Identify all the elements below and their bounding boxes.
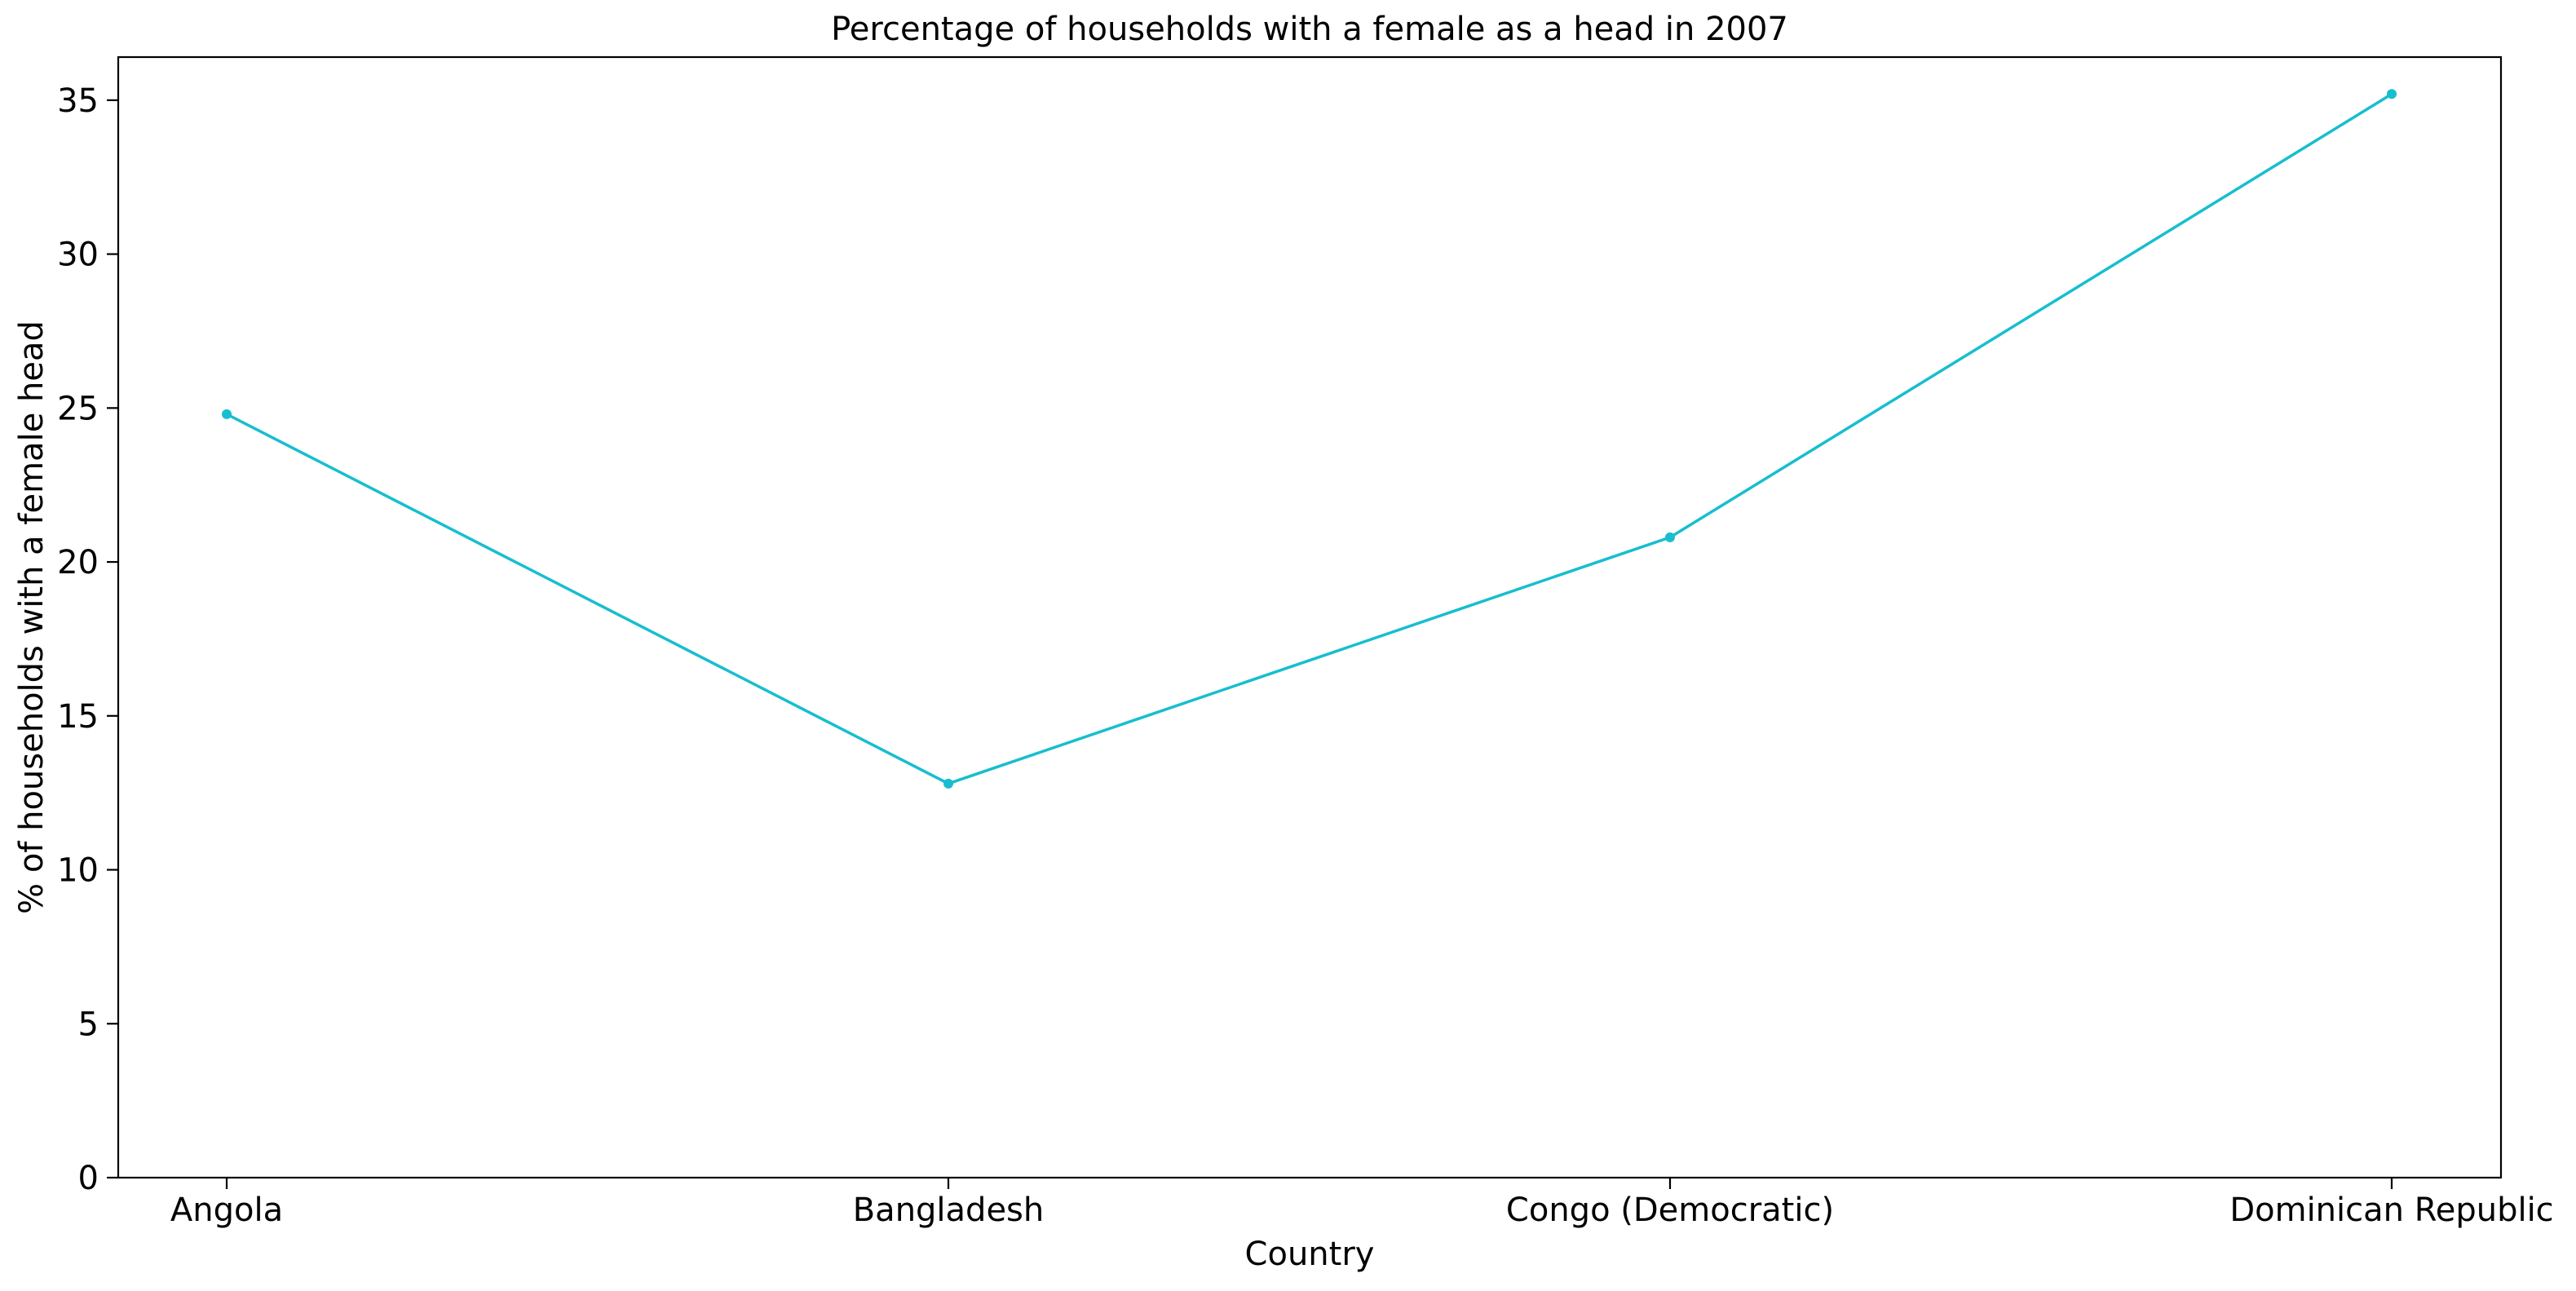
y-tick-label: 0 (78, 1160, 99, 1197)
y-tick-label: 20 (57, 544, 99, 581)
y-axis-label: % of households with a female head (13, 321, 51, 914)
plot-frame (117, 55, 2503, 1179)
x-axis: Angola Bangladesh Congo (Democratic) Domini… (170, 1178, 2554, 1229)
y-tick-label: 35 (57, 82, 99, 120)
x-axis-label: Country (1245, 1236, 1375, 1273)
data-point (2387, 89, 2397, 99)
x-tick-label: Congo (Democratic) (1506, 1192, 1834, 1229)
x-tick-label: Dominican Republic (2229, 1192, 2553, 1229)
series-line (226, 92, 2393, 785)
y-tick-label: 10 (57, 852, 99, 890)
series-group (222, 89, 2397, 789)
chart-title: Percentage of households with a female a… (831, 11, 1788, 48)
data-point (1665, 532, 1675, 542)
x-tick-label: Bangladesh (853, 1192, 1045, 1229)
y-tick-label: 5 (78, 1006, 99, 1043)
y-tick-label: 15 (57, 698, 99, 736)
y-axis: 0 5 10 15 20 25 30 35 (57, 82, 118, 1197)
data-point (943, 778, 953, 789)
data-point (222, 409, 232, 419)
x-tick-label: Angola (170, 1192, 283, 1229)
y-tick-label: 25 (57, 390, 99, 427)
y-tick-label: 30 (57, 237, 99, 274)
